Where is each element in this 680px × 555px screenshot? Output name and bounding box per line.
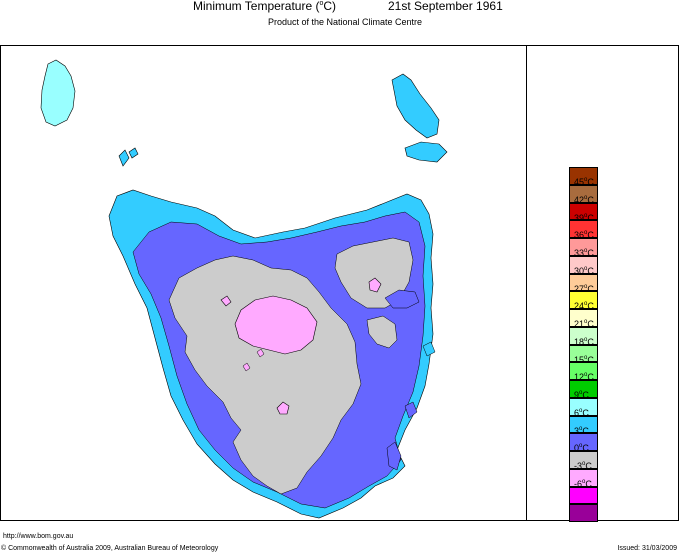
legend-row: 30oC <box>569 255 600 276</box>
legend-row: 6oC <box>569 397 600 418</box>
flinders-island <box>391 73 440 139</box>
legend-label: 3oC <box>574 425 589 436</box>
legend-swatch <box>569 468 598 487</box>
legend-swatch <box>569 309 598 327</box>
legend-row: 9oC <box>569 380 600 400</box>
legend-swatch <box>569 184 598 203</box>
legend-label: 9oC <box>574 390 589 400</box>
legend-label: 45oC <box>574 177 594 187</box>
king-island <box>40 59 76 127</box>
cape-barren-island <box>404 141 448 163</box>
legend-label: 39oC <box>574 212 594 223</box>
title-text: Minimum Temperature (oC) <box>193 0 337 13</box>
legend-swatch <box>569 255 598 274</box>
legend-swatch <box>569 415 598 434</box>
legend-swatch <box>569 273 598 292</box>
legend-label: 6oC <box>574 407 589 418</box>
legend-label: 24oC <box>574 301 594 312</box>
footer-url[interactable]: http://www.bom.gov.au <box>3 533 74 540</box>
legend-swatch <box>569 202 598 221</box>
schouten-island <box>422 341 436 357</box>
tasmania-temperature-map <box>40 59 448 519</box>
zone-minus6-minus3-northeast <box>368 277 382 293</box>
legend-swatch <box>569 486 598 505</box>
legend-swatch <box>569 504 598 522</box>
legend-row: 42oC <box>569 184 600 205</box>
legend-row: 12oC <box>569 362 600 383</box>
legend-row: 36oC <box>569 220 600 241</box>
map-frame <box>0 45 679 521</box>
map-title: Minimum Temperature (oC) 21st September … <box>0 0 680 14</box>
legend-swatch <box>569 380 598 398</box>
legend-row: 45oC <box>569 167 600 187</box>
legend-row: 21oC <box>569 309 600 329</box>
zone-minus3-0 <box>168 255 362 495</box>
legend-label: 30oC <box>574 265 594 276</box>
footer-copyright: © Commonwealth of Australia 2009, Austra… <box>1 545 219 552</box>
legend-label: 27oC <box>574 283 594 294</box>
zone-minus6-minus3-small2 <box>242 362 251 372</box>
temperature-legend: 45oC 42oC 39oC 36oC 33oC 30oC 27oC 24oC 21oC 18oC… <box>569 167 600 522</box>
zone-minus6-minus3-south <box>276 401 290 415</box>
legend-row: 18oC <box>569 326 600 347</box>
frame-divider <box>526 45 527 521</box>
legend-label: 15oC <box>574 354 594 365</box>
legend-swatch <box>569 397 598 416</box>
legend-swatch <box>569 326 598 345</box>
legend-swatch <box>569 344 598 363</box>
legend-swatch <box>569 167 598 185</box>
legend-label: -3oC <box>574 461 592 471</box>
legend-label: -6oC <box>574 478 592 489</box>
legend-row: -3oC <box>569 451 600 471</box>
legend-row: 15oC <box>569 344 600 365</box>
zone-minus6-minus3-small1 <box>256 348 265 358</box>
map-date: 21st September 1961 <box>388 0 503 13</box>
legend-row: 33oC <box>569 238 600 258</box>
map-subtitle: Product of the National Climate Centre <box>267 17 423 27</box>
legend-row: 3oC <box>569 415 600 436</box>
legend-row <box>569 486 600 505</box>
legend-row: 39oC <box>569 202 600 223</box>
zone-minus6-minus3-central <box>234 295 318 355</box>
maria-island <box>404 401 418 419</box>
legend-label: 33oC <box>574 248 594 258</box>
legend-row: 0oC <box>569 433 600 454</box>
legend-label: 36oC <box>574 230 594 241</box>
legend-swatch <box>569 362 598 380</box>
legend-label: 18oC <box>574 336 594 347</box>
legend-row: 24oC <box>569 291 600 312</box>
legend-swatch <box>569 220 598 238</box>
legend-label: 12oC <box>574 372 594 383</box>
legend-row: -6oC <box>569 468 600 489</box>
legend-swatch <box>569 433 598 451</box>
legend-label: 42oC <box>574 194 594 205</box>
hunter-island <box>118 149 130 167</box>
legend-row: 27oC <box>569 273 600 294</box>
legend-row <box>569 504 600 522</box>
legend-swatch <box>569 238 598 256</box>
zone-minus6-minus3-west <box>220 295 232 307</box>
zone-minus3-0-east <box>366 315 398 349</box>
zone-0-3-enclave <box>384 289 420 309</box>
legend-label: 0oC <box>574 443 589 454</box>
legend-label: 21oC <box>574 319 594 329</box>
footer-issued: Issued: 31/03/2009 <box>617 545 677 552</box>
legend-swatch <box>569 291 598 309</box>
robbins-island <box>128 147 139 159</box>
legend-swatch <box>569 451 598 469</box>
bruny-island <box>386 441 402 471</box>
